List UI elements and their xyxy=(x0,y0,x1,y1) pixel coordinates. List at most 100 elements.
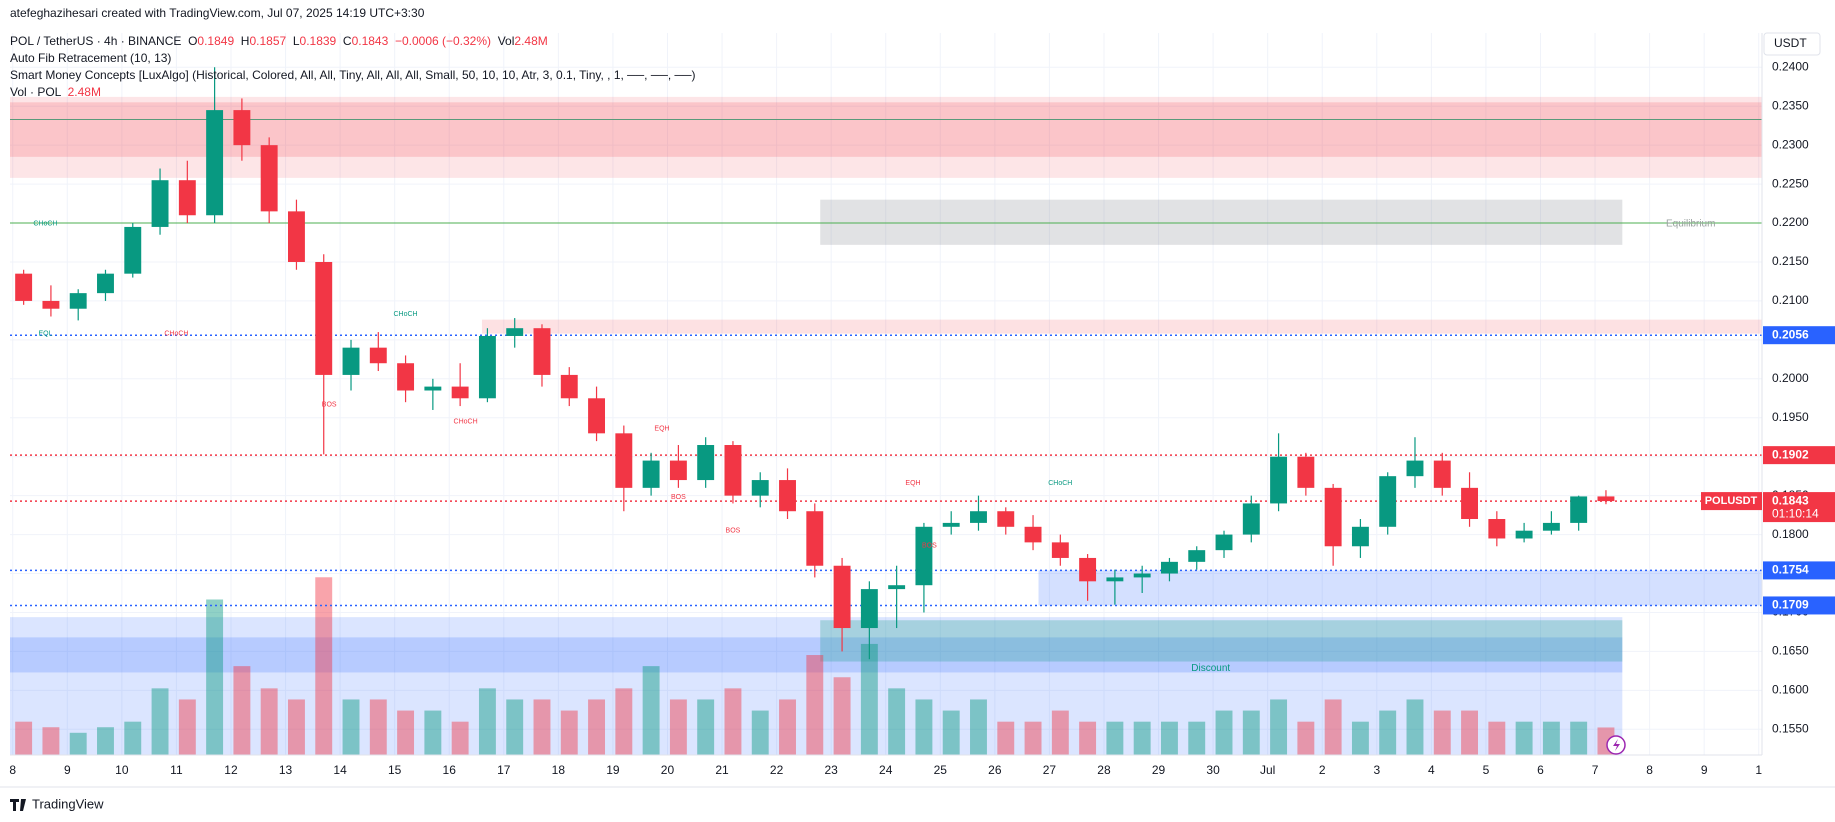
symbol-label-bg xyxy=(1701,492,1762,511)
ohlc-value: 0.1839 xyxy=(299,34,337,48)
candle-body xyxy=(1324,487,1342,547)
vol-label: Vol xyxy=(497,34,515,48)
x-tick-label: 22 xyxy=(770,763,784,777)
indicator: Smart Money Concepts [LuxAlgo] (Historic… xyxy=(10,68,696,82)
currency: USDT xyxy=(1774,36,1807,50)
x-tick-label: 23 xyxy=(824,763,838,777)
candle-body xyxy=(697,445,715,481)
x-tick-label: 9 xyxy=(64,763,71,777)
brand: TradingView xyxy=(32,796,104,811)
candle-body xyxy=(533,328,551,375)
volume-bar xyxy=(1242,710,1260,755)
annotation: BOS xyxy=(726,528,741,535)
price-label-bg xyxy=(1763,561,1835,580)
candle-body xyxy=(1079,557,1097,582)
annotation: CHoCH xyxy=(1048,480,1072,487)
price-label: 0.1843 xyxy=(1772,493,1809,507)
x-tick-label: 9 xyxy=(1701,763,1708,777)
y-tick-label: 0.2350 xyxy=(1772,98,1809,112)
ohlc-value: 0.1843 xyxy=(351,34,389,48)
x-tick-label: 5 xyxy=(1483,763,1490,777)
grid xyxy=(10,33,1762,755)
candle-body xyxy=(1406,460,1424,477)
volume-bar xyxy=(642,666,660,755)
ohlc-value: 0.1857 xyxy=(249,34,287,48)
annotation: BOS xyxy=(322,401,337,408)
volume-bar xyxy=(942,710,960,755)
currency-box[interactable] xyxy=(1763,32,1821,56)
candle-body xyxy=(1542,522,1560,531)
y-tick-label: 0.2250 xyxy=(1772,176,1809,190)
x-tick-label: 17 xyxy=(497,763,511,777)
volume-bar xyxy=(97,727,114,755)
volume-bar xyxy=(1188,721,1206,755)
candle-body xyxy=(860,589,878,629)
annotation: BOS xyxy=(671,494,686,501)
volume-bar xyxy=(287,699,305,755)
candle-body xyxy=(915,526,933,586)
zone xyxy=(10,637,1623,673)
volume-bar xyxy=(260,688,278,755)
x-tick-label: 4 xyxy=(1428,763,1435,777)
volume-bar xyxy=(369,699,387,755)
candle-body xyxy=(342,347,360,375)
credit: atefeghazihesari created with TradingVie… xyxy=(10,6,425,20)
candle-body xyxy=(1597,496,1615,502)
volume-bar xyxy=(615,688,633,755)
x-tick-label: 16 xyxy=(443,763,457,777)
candle-body xyxy=(779,480,796,512)
volume-bar xyxy=(806,655,824,755)
x-tick-label: 1 xyxy=(1755,763,1762,777)
candle-body xyxy=(1242,503,1260,535)
price-label: 0.1709 xyxy=(1772,598,1809,612)
candle-body xyxy=(397,363,415,391)
volume-bar xyxy=(1461,710,1479,755)
candle-body xyxy=(260,145,278,212)
zones xyxy=(10,96,1763,755)
annotations: CHoCH EQL CHoCH CHoCH BOS CHoCH EQH BOS BOS EQH BO… xyxy=(33,218,1715,674)
volume-bar xyxy=(724,688,742,755)
candle-body xyxy=(806,511,824,566)
x-tick-label: 8 xyxy=(9,763,16,777)
x-tick-label: 10 xyxy=(115,763,129,777)
candle-body xyxy=(451,386,469,399)
candle-body xyxy=(69,293,87,309)
volume-bar xyxy=(478,688,496,755)
volume-bar xyxy=(888,688,906,755)
alert-icon-bolt xyxy=(1613,739,1620,751)
volume-bar xyxy=(997,721,1015,755)
candle-body xyxy=(369,347,387,364)
ohlc-letter: C xyxy=(342,34,352,48)
volume-bar xyxy=(1542,721,1560,755)
candle-body xyxy=(1106,577,1124,582)
volume-bar xyxy=(779,699,796,755)
candle-body xyxy=(233,110,251,146)
volume-bar xyxy=(860,643,878,755)
volume-bar xyxy=(506,699,524,755)
candle-body xyxy=(642,460,660,488)
ohlc-letter: O xyxy=(188,34,198,48)
candle-body xyxy=(287,211,305,262)
vol-indicator-row: Vol · POL 2.48M xyxy=(10,85,101,99)
candle-body xyxy=(942,522,960,527)
candle-body xyxy=(615,433,633,488)
candle-body xyxy=(1379,476,1397,527)
symbol-label: POLUSDT xyxy=(1705,495,1758,507)
x-tick-label: 2 xyxy=(1319,763,1326,777)
price-label: 0.1754 xyxy=(1772,563,1809,577)
candle-body xyxy=(178,180,196,216)
x-tick-label: 30 xyxy=(1206,763,1220,777)
x-tick-label: 26 xyxy=(988,763,1002,777)
x-tick-label: 11 xyxy=(170,763,183,777)
x-tick-label: 6 xyxy=(1537,763,1544,777)
volume-bar xyxy=(397,710,415,755)
annotation: EQH xyxy=(654,426,669,433)
volume-bar xyxy=(42,727,60,755)
candle-body xyxy=(751,480,769,496)
countdown: 01:10:14 xyxy=(1772,506,1819,520)
candle-body xyxy=(206,110,224,216)
annotation: BOS xyxy=(922,542,937,549)
volume-bar xyxy=(1160,721,1178,755)
y-tick-label: 0.2100 xyxy=(1772,293,1809,307)
